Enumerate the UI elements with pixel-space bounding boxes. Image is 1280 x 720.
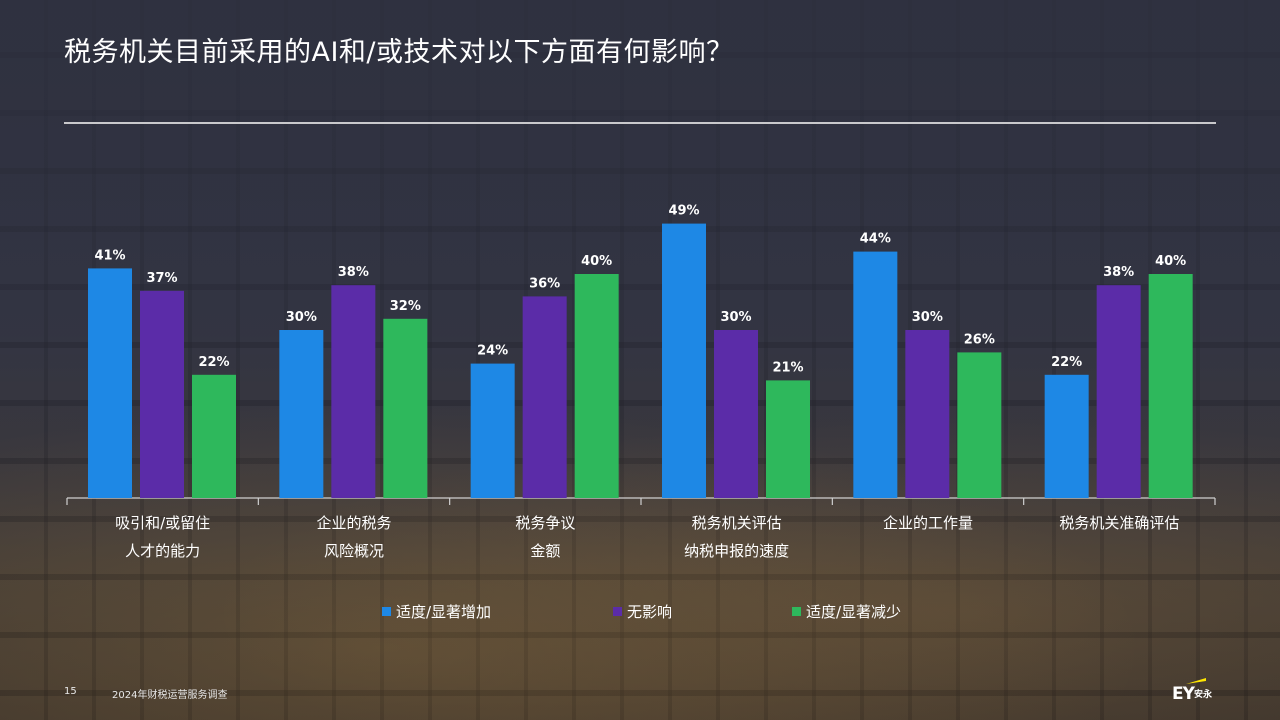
bar xyxy=(905,330,950,498)
legend-swatch-decrease xyxy=(792,607,801,616)
category-label: 吸引和/或留住 xyxy=(115,514,210,532)
data-label: 41% xyxy=(94,248,125,263)
data-label: 24% xyxy=(477,344,508,359)
bar xyxy=(853,251,898,498)
legend-item-increase: 适度/显著增加 xyxy=(382,601,491,622)
bar xyxy=(279,330,324,498)
legend-item-decrease: 适度/显著减少 xyxy=(792,601,901,622)
logo-subtext: 安永 xyxy=(1194,690,1213,700)
category-label: 税务机关准确评估 xyxy=(1059,514,1179,532)
category-label: 企业的工作量 xyxy=(883,514,973,532)
data-label: 30% xyxy=(912,310,943,325)
category-label: 金额 xyxy=(530,542,560,560)
bar xyxy=(1044,374,1089,498)
bar xyxy=(1096,285,1141,498)
bar xyxy=(383,318,428,498)
data-label: 30% xyxy=(286,310,317,325)
logo-beam-icon xyxy=(1186,678,1206,684)
title-divider xyxy=(64,122,1216,124)
data-label: 26% xyxy=(964,332,995,347)
data-label: 36% xyxy=(529,276,560,291)
data-label: 40% xyxy=(1155,254,1186,269)
chart-legend: 适度/显著增加 无影响 适度/显著减少 xyxy=(0,601,1280,621)
bar xyxy=(574,274,619,498)
data-label: 30% xyxy=(720,310,751,325)
logo-mark: EY xyxy=(1172,684,1195,704)
bar xyxy=(662,223,706,498)
bar xyxy=(88,268,132,498)
ey-logo: EY 安永 xyxy=(1172,678,1222,704)
legend-label-decrease: 适度/显著减少 xyxy=(806,603,902,621)
data-label: 44% xyxy=(860,232,891,247)
bar xyxy=(140,290,184,498)
legend-swatch-increase xyxy=(382,607,391,616)
data-label: 32% xyxy=(390,299,421,314)
bar xyxy=(714,330,758,498)
bar xyxy=(766,380,810,498)
data-label: 21% xyxy=(772,360,803,375)
data-label: 40% xyxy=(581,254,612,269)
bar xyxy=(192,374,236,498)
category-label: 企业的税务 xyxy=(316,514,391,532)
page-number: 15 xyxy=(64,686,77,697)
legend-swatch-no-effect xyxy=(613,607,622,616)
data-label: 22% xyxy=(198,355,229,370)
data-label: 22% xyxy=(1051,355,1082,370)
footer-text: 2024年财税运营服务调查 xyxy=(112,690,228,701)
bar xyxy=(522,296,567,498)
data-label: 49% xyxy=(668,204,699,219)
data-label: 37% xyxy=(146,271,177,286)
legend-label-no-effect: 无影响 xyxy=(627,603,673,621)
legend-label-increase: 适度/显著增加 xyxy=(396,603,492,621)
bar xyxy=(957,352,1002,498)
category-label: 风险概况 xyxy=(324,542,384,560)
legend-item-no-effect: 无影响 xyxy=(613,601,672,622)
data-label: 38% xyxy=(338,265,369,280)
category-label: 税务争议 xyxy=(515,514,575,532)
category-label: 人才的能力 xyxy=(125,542,200,560)
bar xyxy=(470,363,515,498)
category-label: 纳税申报的速度 xyxy=(684,542,789,560)
bar xyxy=(1148,274,1193,498)
slide-title: 税务机关目前采用的AI和/或技术对以下方面有何影响？ xyxy=(64,37,734,68)
data-label: 38% xyxy=(1103,265,1134,280)
category-label: 税务机关评估 xyxy=(692,514,782,532)
bar xyxy=(331,285,376,498)
